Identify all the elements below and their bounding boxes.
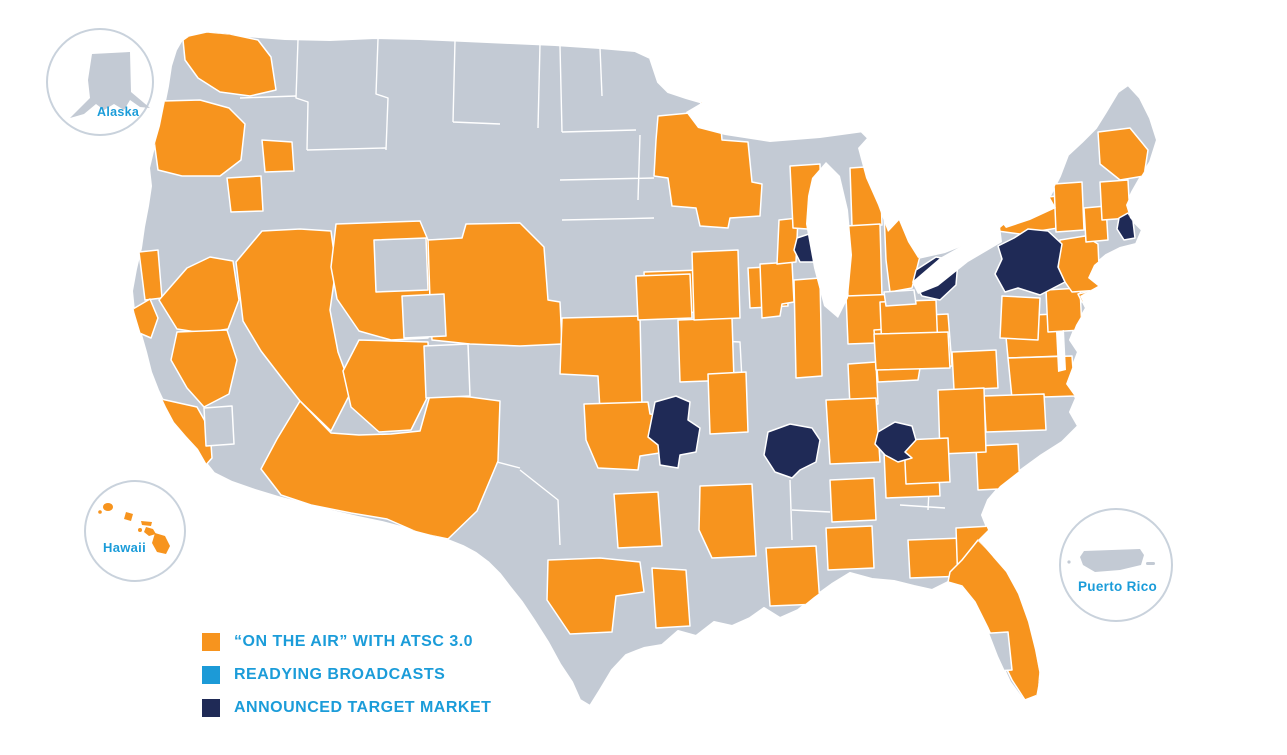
puerto-rico-inset <box>1059 508 1173 622</box>
legend-item-target: ANNOUNCED TARGET MARKET <box>202 699 491 717</box>
puerto-rico-shape <box>1067 549 1155 572</box>
lake-erie <box>912 226 1002 294</box>
alaska-shape <box>70 52 150 118</box>
hawaii-inset-circle <box>84 480 186 582</box>
target-market-regions <box>647 212 1136 479</box>
lake-ontario <box>998 194 1056 228</box>
alaska-inset <box>46 28 154 136</box>
readying-swatch <box>202 666 220 684</box>
alaska-label: Alaska <box>97 105 140 119</box>
lake-huron <box>858 128 914 232</box>
chesapeake-bay <box>1056 330 1066 372</box>
on-air-label: “ON THE AIR” WITH ATSC 3.0 <box>234 633 474 650</box>
legend-item-on-air: “ON THE AIR” WITH ATSC 3.0 <box>202 633 491 651</box>
hawaii-islands <box>98 503 170 554</box>
target-label: ANNOUNCED TARGET MARKET <box>234 699 492 716</box>
on-air-swatch <box>202 633 220 651</box>
hawaii-inset <box>84 480 186 582</box>
target-swatch <box>202 699 220 717</box>
puerto-rico-label: Puerto Rico <box>1078 579 1158 594</box>
hawaii-label: Hawaii <box>103 540 146 555</box>
legend-item-readying: READYING BROADCASTS <box>202 666 491 684</box>
lakes <box>686 82 1066 372</box>
legend: “ON THE AIR” WITH ATSC 3.0 READYING BROA… <box>202 633 491 732</box>
lake-michigan <box>806 162 852 318</box>
readying-label: READYING BROADCASTS <box>234 666 446 683</box>
lake-superior <box>686 82 872 142</box>
